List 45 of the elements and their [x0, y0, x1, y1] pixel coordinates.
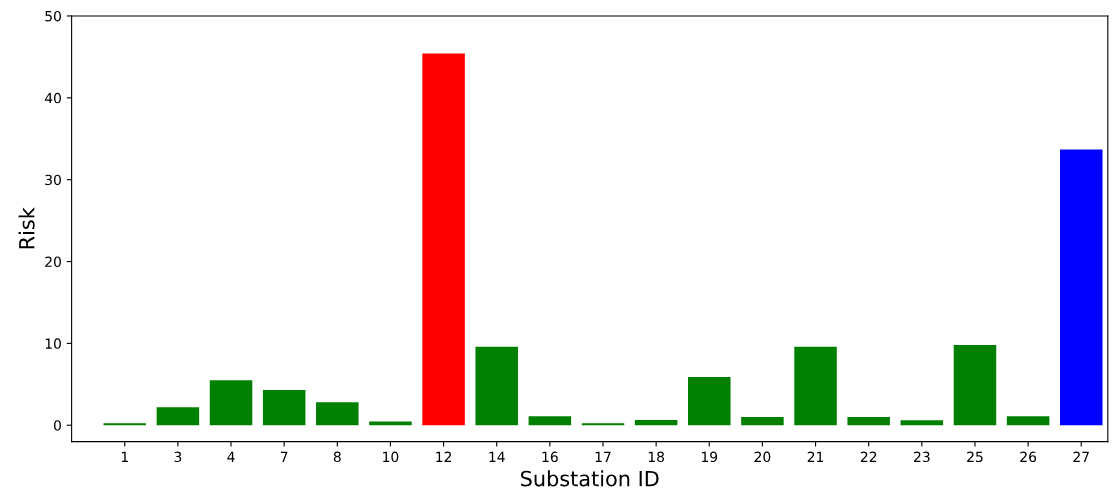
y-tick-label: 0	[53, 420, 61, 431]
y-tick-label: 20	[45, 256, 61, 268]
x-tick-label: 25	[967, 451, 983, 463]
bar	[156, 407, 200, 426]
x-tick-label: 20	[754, 451, 771, 463]
y-tick-label: 50	[45, 10, 61, 22]
x-tick-label: 26	[1020, 451, 1037, 463]
bar	[1059, 149, 1103, 426]
bar	[634, 419, 678, 426]
y-tick-label: 40	[44, 92, 61, 104]
bar	[262, 390, 306, 426]
bar	[209, 380, 253, 426]
x-tick-label: 8	[333, 451, 341, 463]
x-tick-label: 17	[595, 451, 611, 462]
bar	[103, 423, 147, 426]
bar	[475, 346, 518, 426]
bar	[1006, 416, 1050, 426]
bar	[528, 416, 572, 426]
x-tick-label: 18	[648, 451, 665, 463]
x-tick-label: 4	[227, 451, 235, 462]
y-axis-title: Risk	[18, 207, 35, 249]
bar	[794, 346, 837, 426]
bar	[847, 417, 890, 426]
x-tick-label: 14	[489, 451, 505, 462]
bar	[900, 420, 944, 426]
bar	[688, 376, 731, 426]
bar	[422, 53, 465, 426]
x-tick-label: 1	[121, 451, 128, 462]
x-tick-label: 19	[701, 451, 718, 463]
x-tick-label: 23	[914, 451, 930, 463]
x-tick-label: 21	[807, 451, 824, 462]
bar	[316, 402, 359, 426]
x-tick-label: 16	[542, 451, 558, 463]
x-axis-title: Substation ID	[521, 470, 659, 487]
x-tick-label: 3	[174, 451, 182, 463]
x-tick-label: 10	[383, 451, 399, 463]
x-tick-label: 12	[436, 451, 452, 462]
bar	[953, 345, 997, 426]
x-tick-label: 27	[1073, 451, 1089, 462]
y-tick-label: 10	[45, 338, 61, 349]
x-tick-label: 22	[860, 451, 877, 462]
bar	[741, 417, 784, 426]
y-tick-label: 30	[45, 174, 61, 186]
x-tick-label: 7	[280, 451, 288, 462]
bar	[581, 423, 625, 426]
